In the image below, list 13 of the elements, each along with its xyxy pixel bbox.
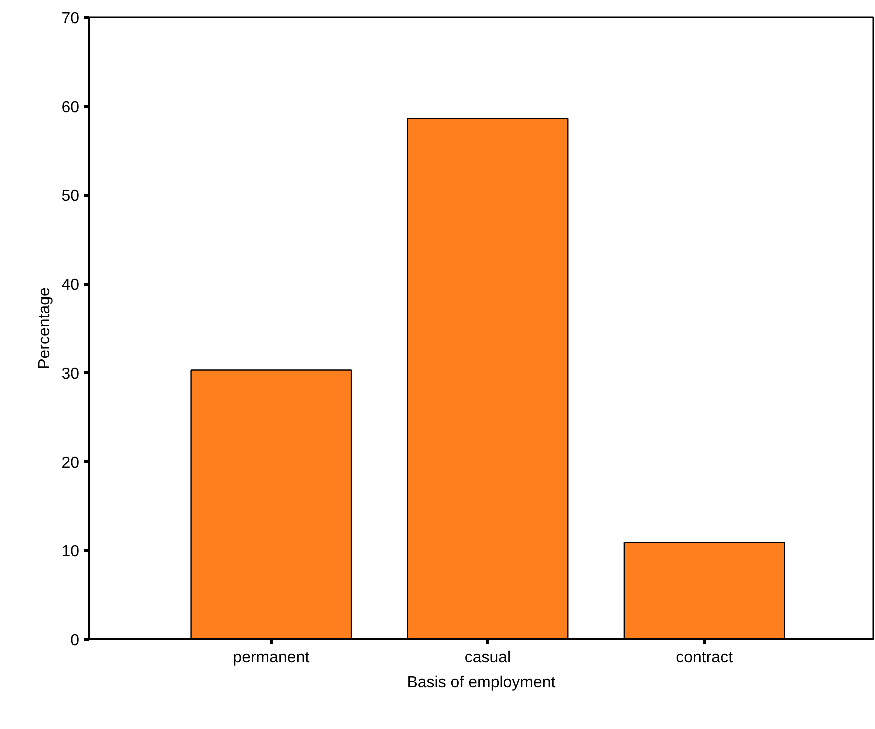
y-tick-label: 20: [62, 454, 80, 472]
x-axis-title: Basis of employment: [407, 674, 556, 692]
y-tick-label: 0: [70, 632, 80, 650]
x-tick-label: contract: [676, 650, 734, 666]
y-tick-label: 50: [62, 188, 80, 206]
y-tick-label: 30: [62, 366, 80, 383]
y-tick-label: 60: [62, 99, 80, 116]
y-tick-label: 10: [62, 544, 80, 561]
x-tick-label: casual: [464, 650, 512, 666]
y-tick-label: 70: [62, 10, 80, 28]
y-tick-label: 40: [62, 277, 80, 294]
x-tick-label: permanent: [233, 650, 310, 666]
y-axis-title: Percentage: [36, 287, 54, 370]
